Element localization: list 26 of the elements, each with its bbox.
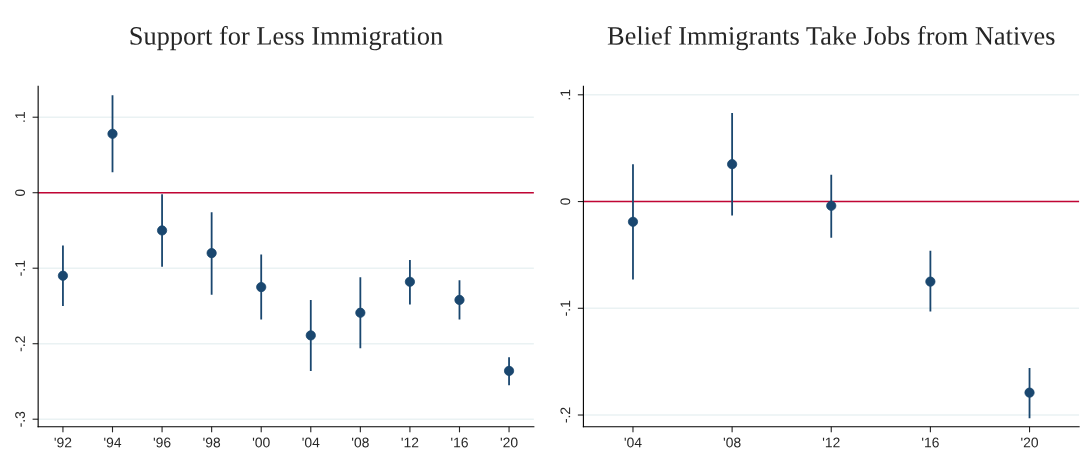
x-tick-label: '98 <box>203 437 221 448</box>
y-tick-label: .1 <box>560 89 571 100</box>
x-tick-label: '92 <box>54 437 72 448</box>
y-tick-label: .1 <box>15 112 25 122</box>
y-tick-label: -.2 <box>15 336 25 352</box>
x-tick-label: '16 <box>451 437 468 448</box>
x-tick-label: '12 <box>822 437 840 448</box>
y-tick-label: -.1 <box>560 300 571 316</box>
y-tick-label: 0 <box>15 189 25 197</box>
x-tick-label: '08 <box>352 437 369 448</box>
y-tick-label: -.1 <box>15 260 25 276</box>
x-tick-label: '04 <box>302 437 320 448</box>
x-tick-label: '12 <box>401 437 419 448</box>
x-tick-label: '20 <box>1021 437 1039 448</box>
x-tick-label: '08 <box>723 437 741 448</box>
chart-title: Support for Less Immigration <box>130 26 443 51</box>
x-tick-label: '96 <box>153 437 171 448</box>
y-tick-label: -.3 <box>15 411 25 427</box>
x-tick-label: '94 <box>104 437 122 448</box>
x-tick-label: '00 <box>252 437 270 448</box>
y-tick-label: 0 <box>560 198 571 205</box>
x-tick-label: '04 <box>624 437 642 448</box>
x-tick-label: '20 <box>500 437 518 448</box>
chart-title: Belief Immigrants Take Jobs from Natives <box>607 26 1055 51</box>
y-tick-label: -.2 <box>560 407 571 423</box>
x-tick-label: '16 <box>922 437 939 448</box>
